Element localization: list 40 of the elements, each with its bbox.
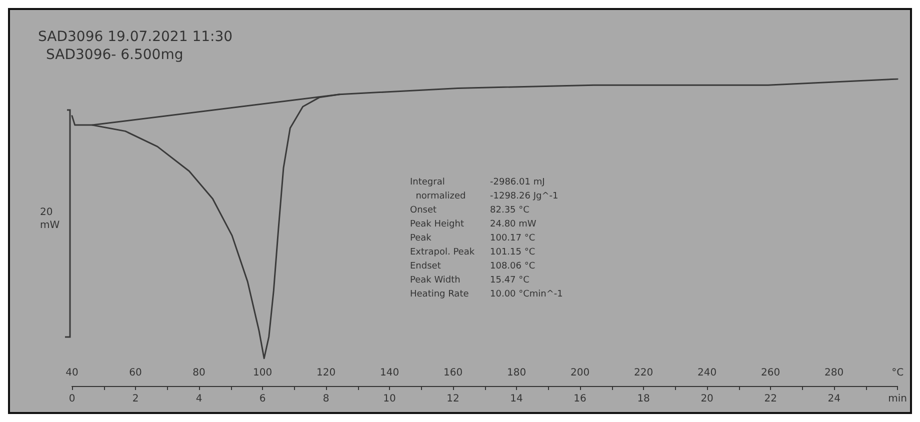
x-tick-label: 60	[129, 368, 142, 378]
x-tick-label: 200	[570, 368, 590, 378]
x-tick-label: 280	[824, 368, 844, 378]
text: Peak Height 24.80 mW	[410, 220, 536, 230]
text: Onset 82.35 °C	[410, 206, 530, 216]
text: Endset 108.06 °C	[410, 262, 536, 272]
x2-tick-label: 4	[196, 394, 202, 404]
x2-tick-label: 0	[68, 394, 76, 404]
x-tick-label: 180	[506, 368, 526, 378]
text: normalized -1298.26 Jg^-1	[416, 192, 558, 202]
y-axis-title: 20 mW	[40, 207, 60, 231]
x2-tick-label: min	[888, 394, 907, 404]
x2-tick-label: 24	[828, 394, 840, 404]
x-tick-label: 100	[252, 368, 272, 378]
x2-tick-label: 14	[510, 394, 523, 404]
text: Extrapol. Peak 101.15 °C	[410, 248, 536, 258]
x-tick-label: 120	[316, 368, 336, 378]
x2-tick-label: 18	[637, 394, 650, 404]
x2-tick-label: 6	[259, 394, 266, 404]
x-tick-label: 40	[66, 368, 78, 378]
text: Integral -2986.01 mJ	[410, 178, 545, 188]
x2-tick-label: 8	[322, 394, 330, 404]
x2-tick-label: 2	[132, 394, 139, 404]
chart-title: SAD3096 19.07.2021 11:30	[38, 29, 233, 45]
x-tick-label: 220	[634, 368, 654, 378]
x-tick-label: °C	[892, 368, 904, 378]
x2-tick-label: 16	[574, 394, 586, 404]
x-tick-label: 260	[761, 368, 780, 378]
text: Heating Rate 10.00 °Cmin^-1	[410, 290, 563, 300]
chart-subtitle: SAD3096- 6.500mg	[46, 47, 184, 63]
x2-tick-label: 20	[700, 394, 714, 404]
x-tick-label: 140	[380, 368, 400, 378]
x-tick-label: 160	[443, 368, 463, 378]
text: Peak Width 15.47 °C	[410, 276, 530, 286]
x2-tick-label: 22	[764, 394, 777, 404]
x2-tick-label: 12	[446, 394, 460, 404]
x-tick-label: 80	[192, 368, 206, 378]
x2-tick-label: 10	[383, 394, 396, 404]
x-tick-label: 240	[698, 368, 717, 378]
text: Peak 100.17 °C	[410, 234, 536, 244]
